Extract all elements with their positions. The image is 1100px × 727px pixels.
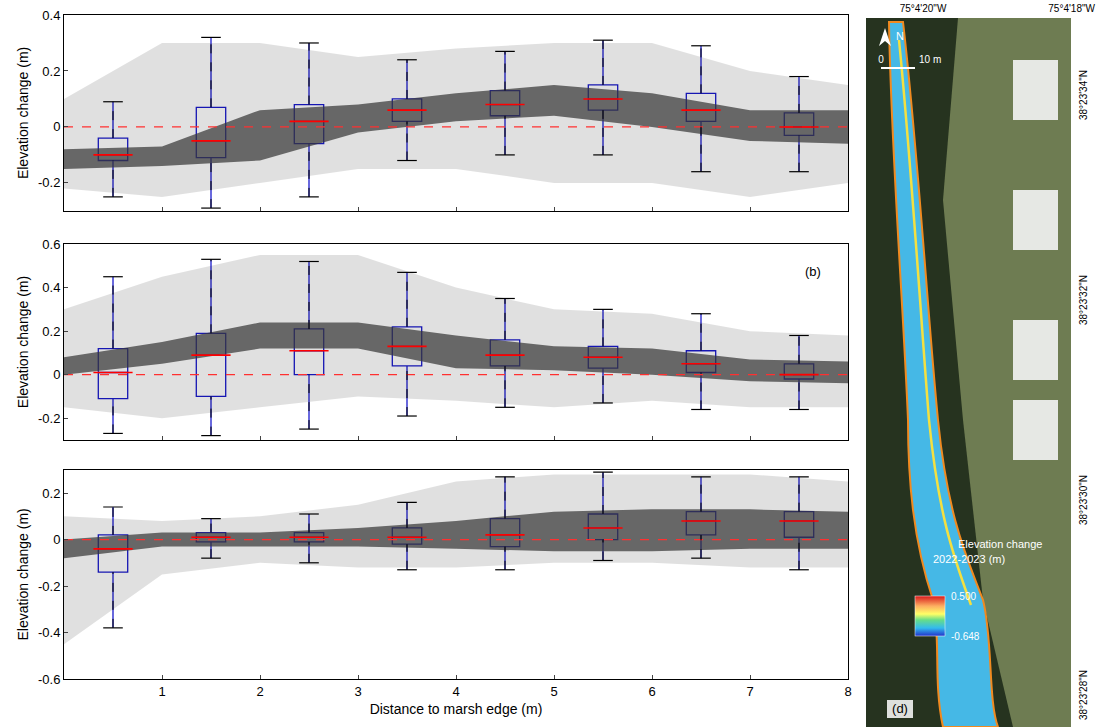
- svg-text:0.4: 0.4: [42, 280, 60, 295]
- svg-text:75°4'18"W: 75°4'18"W: [1048, 3, 1095, 14]
- svg-text:38°23'32"N: 38°23'32"N: [1078, 275, 1089, 325]
- svg-text:75°4'20"W: 75°4'20"W: [900, 3, 947, 14]
- svg-text:-0.6: -0.6: [38, 672, 60, 687]
- svg-text:0: 0: [53, 532, 60, 547]
- svg-text:2022-2023 (m): 2022-2023 (m): [933, 553, 1005, 565]
- svg-text:0.500: 0.500: [951, 591, 976, 602]
- svg-text:0.2: 0.2: [42, 486, 60, 501]
- svg-text:4: 4: [452, 684, 459, 699]
- svg-text:2: 2: [256, 684, 263, 699]
- svg-text:0.2: 0.2: [42, 64, 60, 79]
- svg-text:38°23'30"N: 38°23'30"N: [1078, 475, 1089, 525]
- svg-text:N: N: [896, 30, 904, 42]
- svg-text:Elevation change (m): Elevation change (m): [15, 47, 31, 179]
- svg-text:0: 0: [53, 119, 60, 134]
- svg-text:0.2: 0.2: [42, 324, 60, 339]
- svg-text:0: 0: [53, 367, 60, 382]
- svg-text:5: 5: [550, 684, 557, 699]
- svg-text:3: 3: [354, 684, 361, 699]
- svg-text:1: 1: [158, 684, 165, 699]
- svg-text:(d): (d): [892, 701, 908, 716]
- svg-text:(b): (b): [805, 264, 821, 279]
- svg-text:-0.2: -0.2: [38, 175, 60, 190]
- svg-text:Elevation change (m): Elevation change (m): [15, 276, 31, 408]
- svg-text:0.4: 0.4: [42, 8, 60, 23]
- svg-text:Distance to marsh edge (m): Distance to marsh edge (m): [370, 701, 543, 717]
- svg-text:-0.4: -0.4: [38, 625, 60, 640]
- svg-text:Elevation change (m): Elevation change (m): [15, 508, 31, 640]
- svg-text:0: 0: [878, 54, 884, 65]
- svg-text:0.6: 0.6: [42, 237, 60, 252]
- svg-text:-0.2: -0.2: [38, 579, 60, 594]
- svg-text:Elevation change: Elevation change: [958, 538, 1042, 550]
- svg-text:10 m: 10 m: [919, 54, 941, 65]
- svg-text:-0.2: -0.2: [38, 411, 60, 426]
- svg-text:38°23'34"N: 38°23'34"N: [1078, 70, 1089, 120]
- svg-text:-0.648: -0.648: [951, 631, 980, 642]
- svg-text:38°23'28"N: 38°23'28"N: [1078, 670, 1089, 720]
- svg-text:7: 7: [746, 684, 753, 699]
- svg-text:6: 6: [648, 684, 655, 699]
- svg-text:8: 8: [844, 684, 851, 699]
